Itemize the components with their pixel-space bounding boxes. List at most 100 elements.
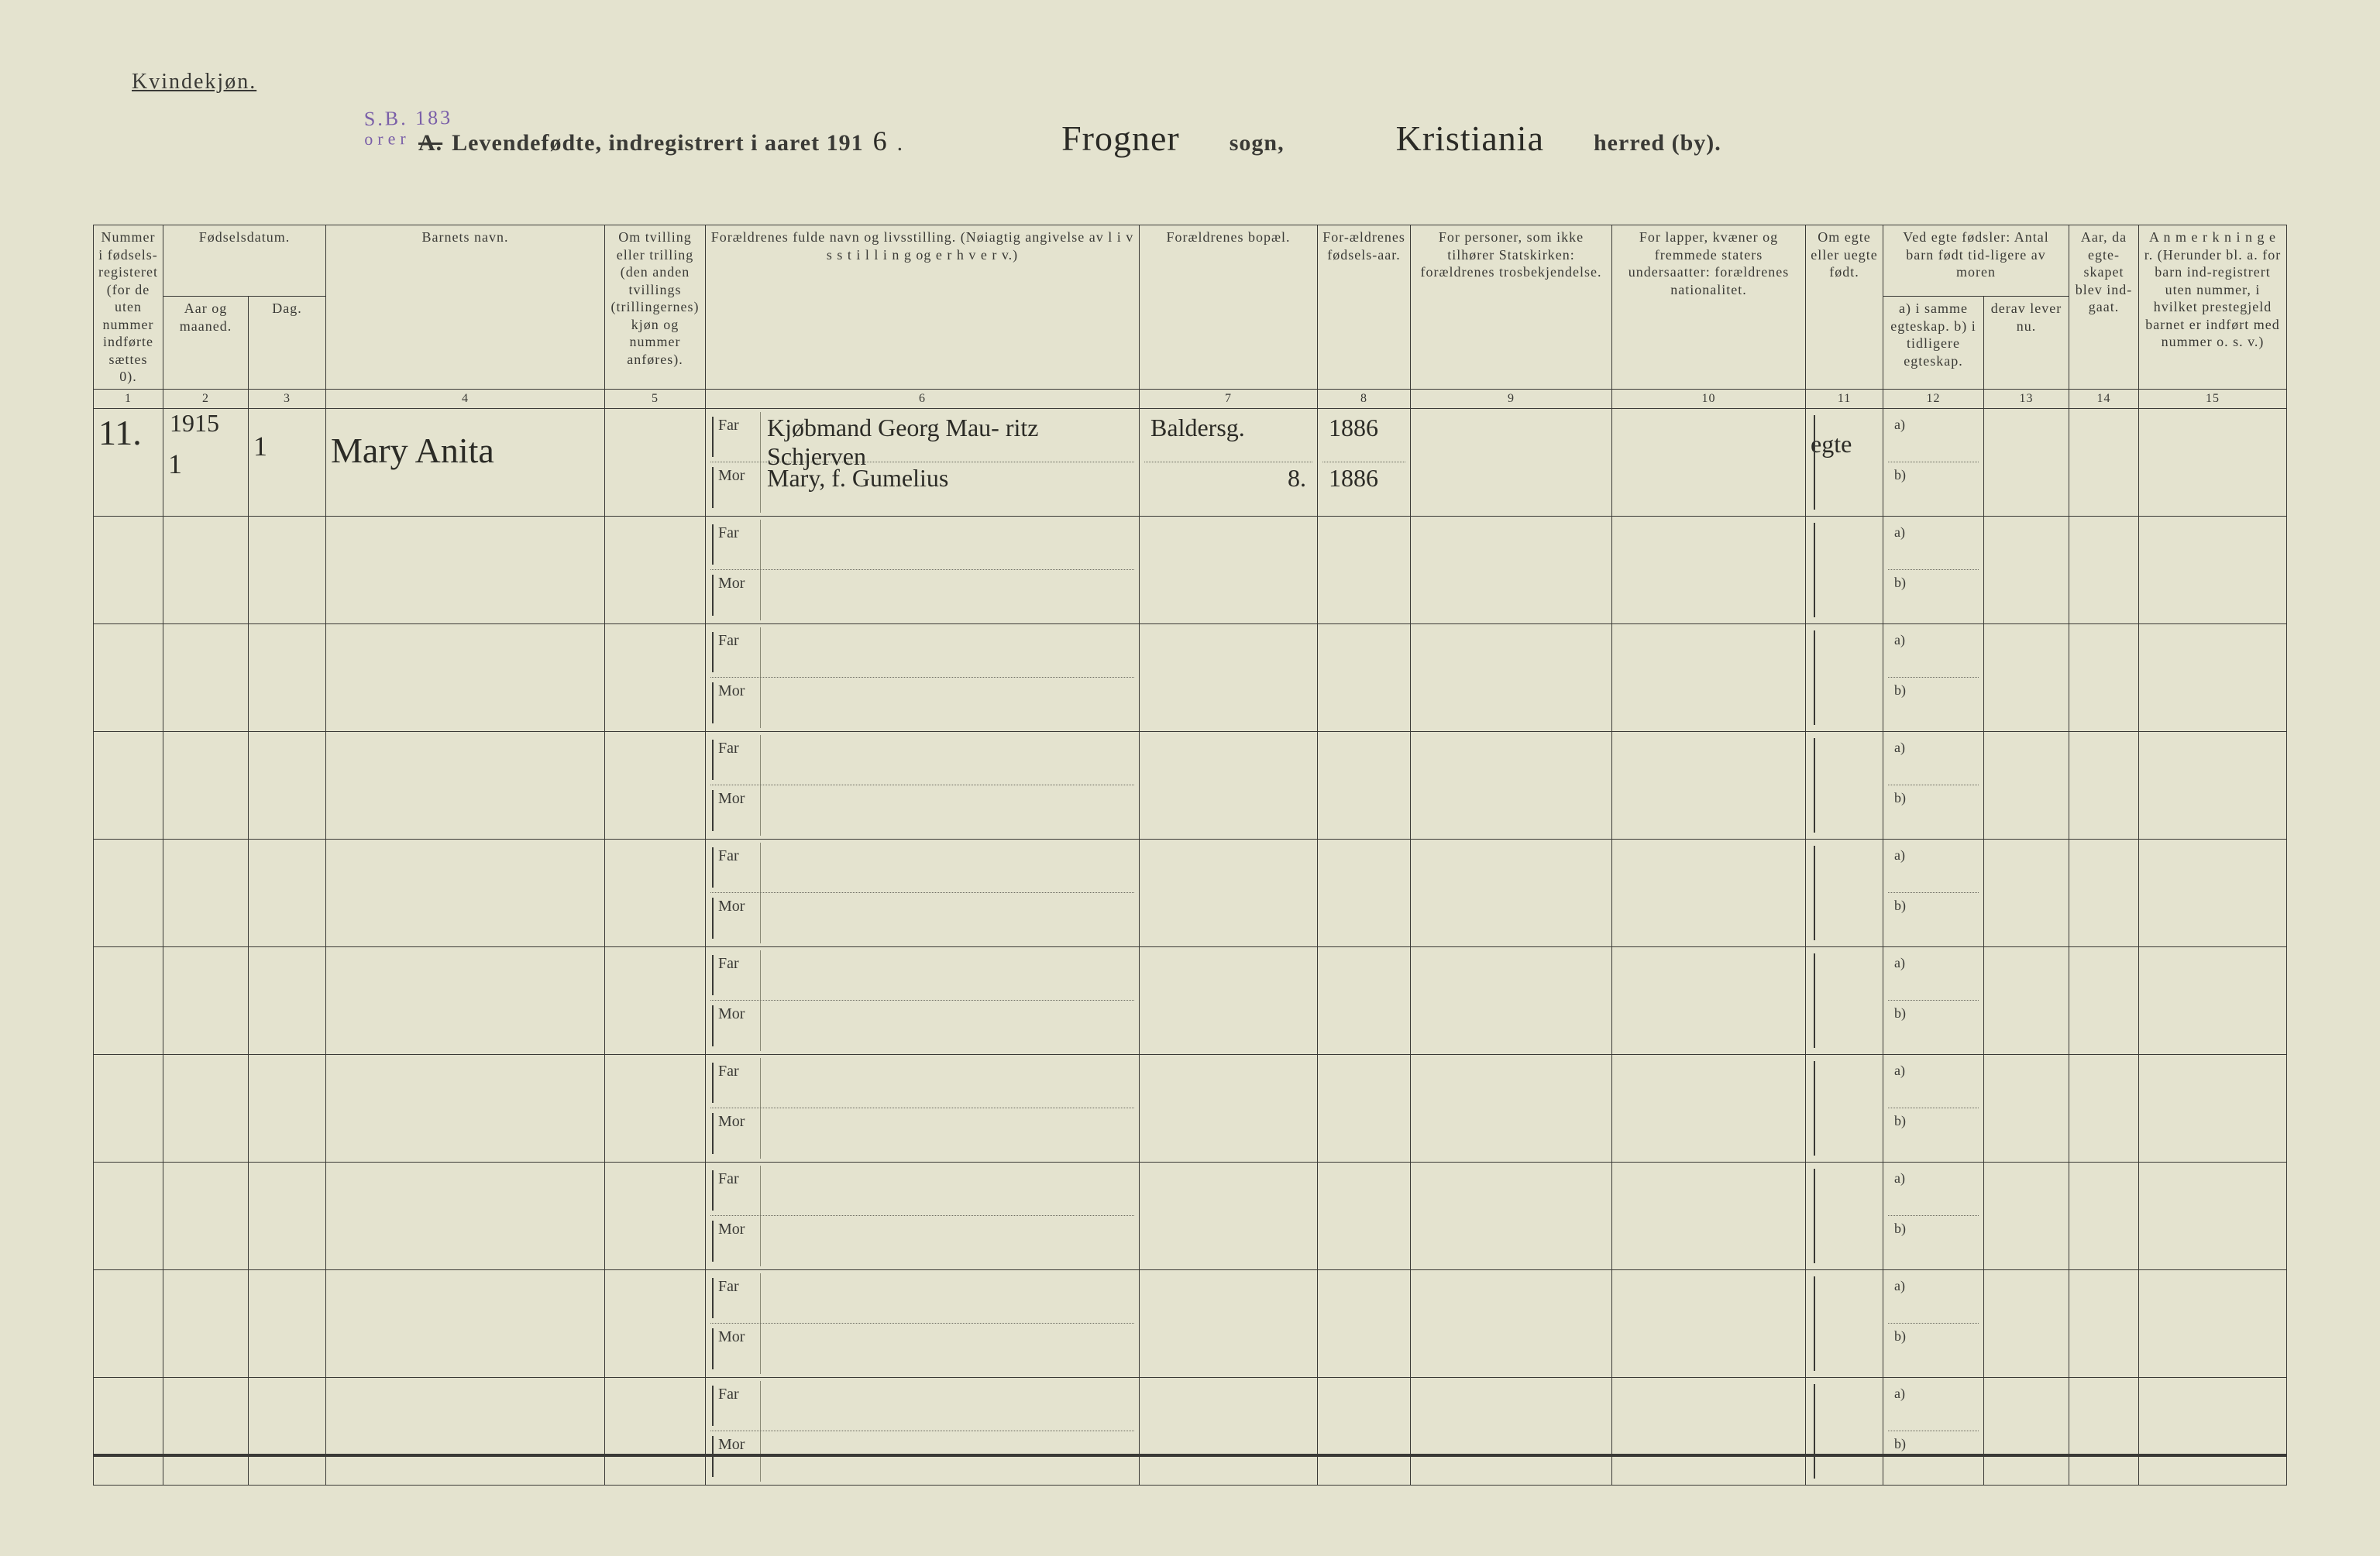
a-label: a): [1888, 1058, 1979, 1108]
colnum-2: 2: [163, 389, 249, 408]
blank-row: Far Mor a) b): [94, 1377, 2287, 1485]
colnum-13: 13: [1984, 389, 2069, 408]
mor-label: Mor: [710, 570, 761, 620]
b-label: b): [1888, 893, 1979, 943]
a-label: a): [1888, 520, 1979, 570]
sogn-label: sogn,: [1230, 130, 1285, 156]
register-page: Kvindekjøn. S.B. 183 orer A. Levendefødt…: [0, 0, 2380, 1556]
kvindekjon-label: Kvindekjøn.: [132, 70, 256, 94]
entry-nummer: 11.: [98, 413, 142, 452]
cell-foreldre-navn: Far Kjøbmand Georg Mau- ritz Schjerven M…: [706, 408, 1140, 516]
colnum-5: 5: [605, 389, 706, 408]
col-8-header: For-ældrenes fødsels-aar.: [1318, 225, 1411, 390]
colnum-8: 8: [1318, 389, 1411, 408]
cell-fodselsaar: 1886 1886: [1318, 408, 1411, 516]
cell-aar-indgaat: [2069, 408, 2139, 516]
mor-label: Mor: [710, 1001, 761, 1051]
blank-row: Far Mor a) b): [94, 946, 2287, 1054]
mor-label: Mor: [710, 1324, 761, 1374]
entry-maaned: 1: [168, 448, 182, 479]
a-label: a): [1888, 1381, 1979, 1431]
col-12-header: a) i samme egteskap. b) i tidligere egte…: [1883, 297, 1984, 389]
b-label: b): [1888, 570, 1979, 620]
herred-handwritten: Kristiania: [1396, 118, 1544, 159]
title-levendefodte: Levendefødte, indregistrert i aaret 191: [452, 130, 863, 156]
colnum-7: 7: [1140, 389, 1318, 408]
b-label: b): [1888, 1108, 1979, 1159]
mor-label: Mor: [710, 785, 761, 836]
mor-label: Mor: [710, 893, 761, 943]
a-label: a): [1888, 950, 1979, 1001]
blank-row: Far Mor a) b): [94, 839, 2287, 946]
entry-mor-navn: Mary, f. Gumelius: [761, 462, 1134, 513]
far-label: Far: [710, 843, 761, 892]
cell-derav-lever: [1984, 408, 2069, 516]
mor-label: Mor: [710, 462, 761, 513]
a-label: a): [1888, 412, 1979, 462]
far-label: Far: [710, 950, 761, 1000]
title-prefix-struck: A.: [418, 130, 442, 156]
col-13-header: derav lever nu.: [1984, 297, 2069, 389]
col-5-header: Om tvilling eller trilling (den anden tv…: [605, 225, 706, 390]
b-label: b): [1888, 678, 1979, 728]
colnum-6: 6: [706, 389, 1140, 408]
far-label: Far: [710, 1166, 761, 1215]
blank-row: Far Mor a) b): [94, 1054, 2287, 1162]
blank-row: Far Mor a) b): [94, 1162, 2287, 1269]
col-2-header: Aar og maaned.: [163, 297, 249, 389]
entry-bopael-mor: 8.: [1144, 462, 1312, 513]
b-label: b): [1888, 1216, 1979, 1266]
blank-row: Far Mor a) b): [94, 1269, 2287, 1377]
sheet: Kvindekjøn. S.B. 183 orer A. Levendefødt…: [93, 70, 2287, 1494]
entry-bopael-far: Baldersg.: [1144, 412, 1312, 462]
col-6-header: Forældrenes fulde navn og livsstilling. …: [706, 225, 1140, 390]
colnum-3: 3: [249, 389, 326, 408]
entry-mor-fodselsaar: 1886: [1322, 462, 1405, 513]
colnum-1: 1: [94, 389, 163, 408]
a-label: a): [1888, 843, 1979, 893]
colnum-4: 4: [326, 389, 605, 408]
bottom-rule: [93, 1454, 2287, 1457]
far-label: Far: [710, 520, 761, 569]
cell-barnets-navn: Mary Anita: [326, 408, 605, 516]
cell-aar-maaned: 1915 1: [163, 408, 249, 516]
b-label: b): [1888, 1324, 1979, 1374]
entry-row: 11. 1915 1 1 Mary Anita: [94, 408, 2287, 516]
far-label: Far: [710, 1381, 761, 1431]
cell-tvilling: [605, 408, 706, 516]
entry-barnets-navn: Mary Anita: [331, 431, 494, 470]
cell-egte: egte: [1806, 408, 1883, 516]
a-label: a): [1888, 1166, 1979, 1216]
b-label: b): [1888, 462, 1979, 513]
blank-row: Far Mor a) b): [94, 623, 2287, 731]
cell-nationalitet: [1612, 408, 1806, 516]
cell-trosbekjendelse: [1411, 408, 1612, 516]
table-wrap: Nummer i fødsels-registeret (for de uten…: [93, 225, 2287, 1448]
entry-far-navn: Kjøbmand Georg Mau- ritz Schjerven: [761, 412, 1134, 462]
register-table: Nummer i fødsels-registeret (for de uten…: [93, 225, 2287, 1486]
cell-bopael: Baldersg. 8.: [1140, 408, 1318, 516]
header: Kvindekjøn. S.B. 183 orer A. Levendefødt…: [93, 70, 2287, 201]
col-2-3-top-header: Fødselsdatum.: [163, 225, 326, 297]
mor-label: Mor: [710, 1108, 761, 1159]
entry-dag: 1: [253, 431, 267, 462]
colnum-10: 10: [1612, 389, 1806, 408]
col-14-header: Aar, da egte-skapet blev ind-gaat.: [2069, 225, 2139, 390]
col-10-header: For lapper, kvæner og fremmede staters u…: [1612, 225, 1806, 390]
herred-label: herred (by).: [1594, 130, 1721, 156]
col-7-header: Forældrenes bopæl.: [1140, 225, 1318, 390]
colnum-11: 11: [1806, 389, 1883, 408]
sogn-handwritten: Frogner: [1061, 118, 1180, 159]
a-label: a): [1888, 627, 1979, 678]
col-1-header: Nummer i fødsels-registeret (for de uten…: [94, 225, 163, 390]
colnum-14: 14: [2069, 389, 2139, 408]
b-label: b): [1888, 1001, 1979, 1051]
colnum-12: 12: [1883, 389, 1984, 408]
mor-label: Mor: [710, 678, 761, 728]
far-label: Far: [710, 1273, 761, 1323]
col-15-header: A n m e r k n i n g e r. (Herunder bl. a…: [2139, 225, 2287, 390]
title-year-digit: 6: [873, 125, 888, 157]
table-head: Nummer i fødsels-registeret (for de uten…: [94, 225, 2287, 409]
cell-nummer: 11.: [94, 408, 163, 516]
far-label: Far: [710, 1058, 761, 1108]
